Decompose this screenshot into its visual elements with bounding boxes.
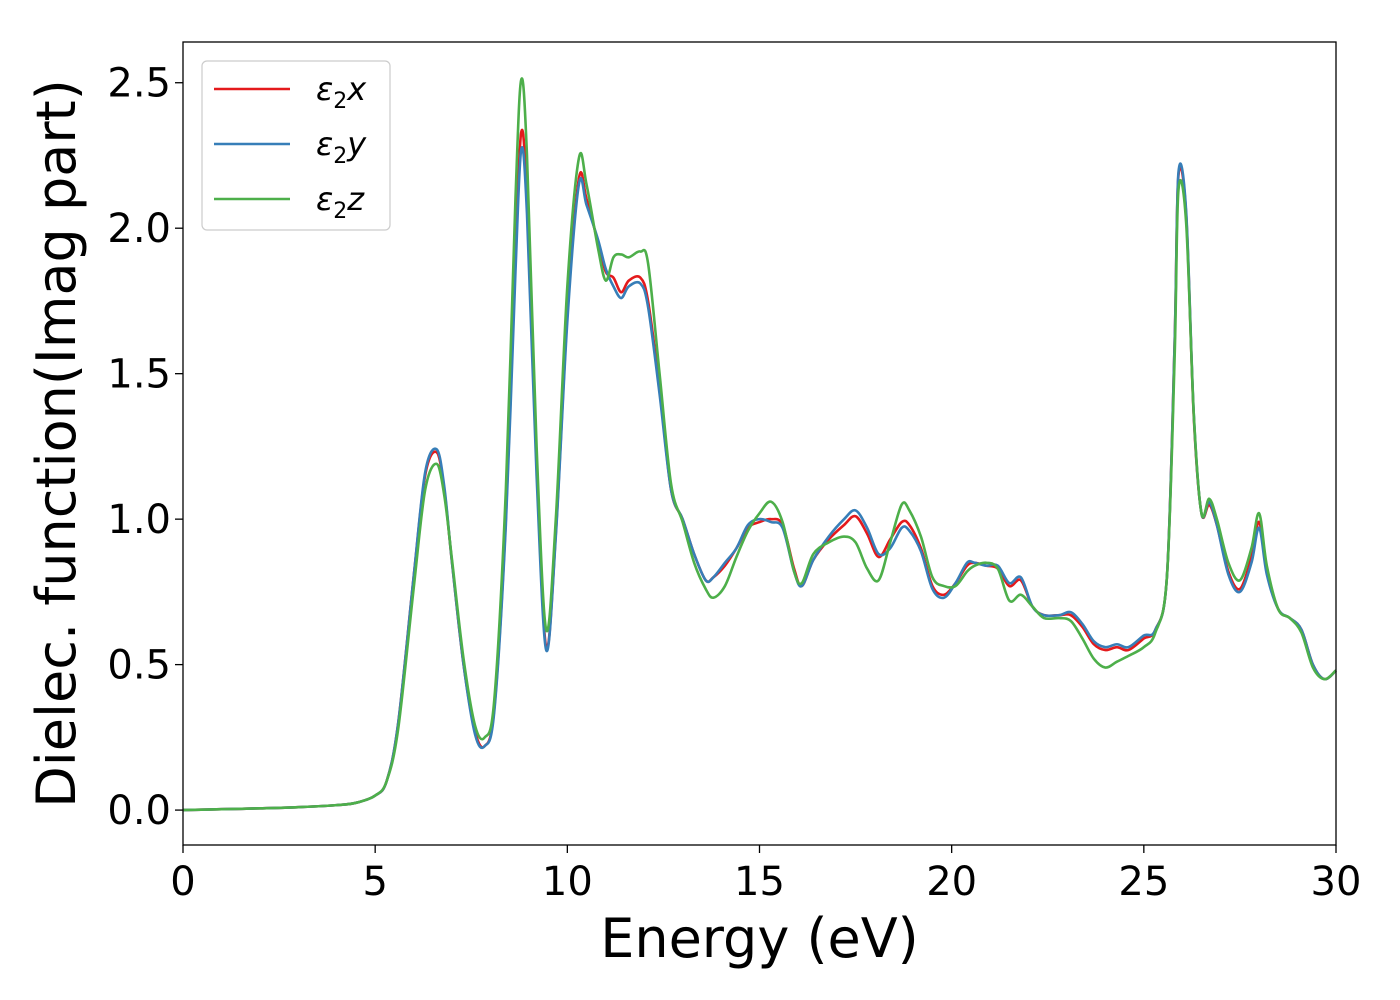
x-tick-label: 0 (170, 859, 195, 905)
x-axis-ticks: 0 5 10 15 20 25 30 (170, 845, 1361, 905)
series-layer (182, 77, 1337, 812)
y-tick-label: 0.0 (107, 788, 171, 834)
x-tick-label: 15 (734, 859, 785, 905)
y-tick-label: 1.0 (107, 497, 171, 543)
y-tick-label: 1.5 (107, 352, 171, 398)
legend-label-z: ε2z (316, 180, 365, 224)
x-tick-label: 20 (926, 859, 977, 905)
y-axis-label: Dielec. function(Imag part) (25, 79, 88, 808)
legend: ε2x ε2y ε2z (201, 60, 391, 231)
x-tick-label: 10 (542, 859, 593, 905)
legend-label-y: ε2y (316, 125, 367, 169)
y-axis-ticks: 0.0 0.5 1.0 1.5 2.0 2.5 (107, 61, 183, 834)
legend-box (201, 60, 391, 231)
series-line-z (182, 77, 1337, 812)
y-tick-label: 0.5 (107, 643, 171, 689)
y-tick-label: 2.5 (107, 61, 171, 107)
legend-label-x: ε2x (316, 70, 367, 114)
y-tick-label: 2.0 (107, 206, 171, 252)
x-tick-label: 30 (1311, 859, 1362, 905)
x-axis-label: Energy (eV) (600, 907, 919, 970)
x-tick-label: 5 (362, 859, 387, 905)
x-tick-label: 25 (1118, 859, 1169, 905)
